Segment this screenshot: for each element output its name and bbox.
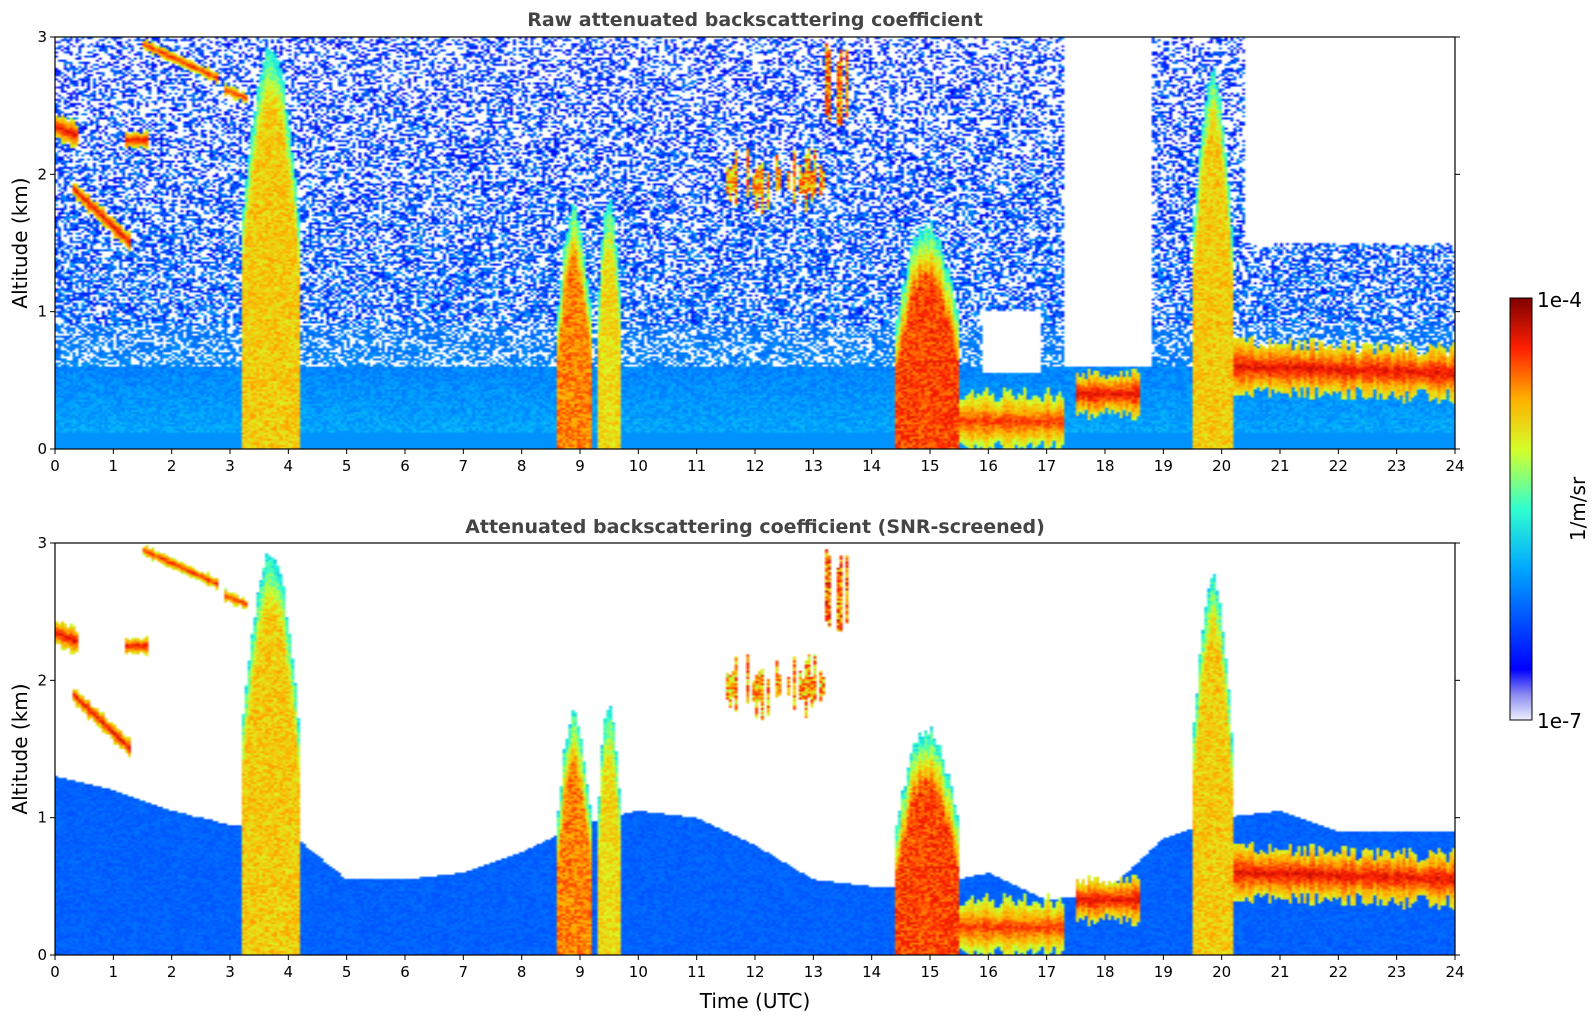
raw-x-tick-label: 9 <box>575 457 585 475</box>
screened-x-tick-label: 14 <box>862 963 881 981</box>
screened-x-tick-label: 21 <box>1270 963 1289 981</box>
raw-x-tick-label: 2 <box>167 457 177 475</box>
screened-y-tick-label: 3 <box>37 534 47 552</box>
colorbar-min-label: 1e-7 <box>1537 709 1582 733</box>
screened-x-tick-label: 18 <box>1095 963 1114 981</box>
screened-x-tick-label: 10 <box>629 963 648 981</box>
screened-x-tick-label: 13 <box>804 963 823 981</box>
screened-x-tick-label: 16 <box>979 963 998 981</box>
raw-x-tick-label: 19 <box>1154 457 1173 475</box>
screened-x-tick-label: 11 <box>687 963 706 981</box>
raw-x-tick-label: 10 <box>629 457 648 475</box>
raw-x-tick-label: 18 <box>1095 457 1114 475</box>
screened-x-tick-label: 6 <box>400 963 410 981</box>
screened-x-tick-label: 24 <box>1445 963 1464 981</box>
screened-x-tick-label: 9 <box>575 963 585 981</box>
screened-x-tick-label: 23 <box>1387 963 1406 981</box>
screened-y-ticks: 0 1 2 3 <box>37 534 1460 964</box>
screened-x-tick-label: 12 <box>745 963 764 981</box>
screened-y-tick-label: 2 <box>37 671 47 689</box>
screened-x-tick-label: 22 <box>1329 963 1348 981</box>
raw-y-tick-label: 1 <box>37 303 47 321</box>
raw-x-tick-label: 4 <box>284 457 294 475</box>
raw-y-tick-label: 3 <box>37 28 47 46</box>
screened-y-axis-label: Altitude (km) <box>8 683 32 814</box>
raw-x-tick-label: 6 <box>400 457 410 475</box>
raw-x-tick-label: 17 <box>1037 457 1056 475</box>
screened-x-tick-label: 2 <box>167 963 177 981</box>
screened-y-tick-label: 0 <box>37 946 47 964</box>
screened-x-tick-label: 3 <box>225 963 235 981</box>
screened-panel-title: Attenuated backscattering coefficient (S… <box>465 516 1045 538</box>
raw-x-tick-label: 7 <box>459 457 469 475</box>
raw-x-tick-label: 5 <box>342 457 352 475</box>
raw-x-tick-label: 3 <box>225 457 235 475</box>
raw-y-ticks: 0 1 2 3 <box>37 28 1460 458</box>
raw-panel-title: Raw attenuated backscattering coefficien… <box>527 9 983 31</box>
raw-x-tick-label: 11 <box>687 457 706 475</box>
raw-x-tick-label: 24 <box>1445 457 1464 475</box>
screened-backscatter-heatmap <box>55 543 1455 955</box>
raw-x-tick-label: 20 <box>1212 457 1231 475</box>
colorbar-gradient <box>1509 297 1533 721</box>
screened-x-tick-label: 17 <box>1037 963 1056 981</box>
screened-backscatter-panel: Attenuated backscattering coefficient (S… <box>8 516 1465 1013</box>
raw-x-tick-label: 0 <box>50 457 60 475</box>
colorbar-max-label: 1e-4 <box>1537 288 1582 312</box>
screened-y-tick-label: 1 <box>37 809 47 827</box>
raw-x-tick-label: 8 <box>517 457 527 475</box>
x-axis-label: Time (UTC) <box>699 989 811 1013</box>
raw-y-axis-label: Altitude (km) <box>8 177 32 308</box>
raw-backscatter-heatmap <box>55 37 1455 449</box>
raw-x-tick-label: 13 <box>804 457 823 475</box>
screened-x-tick-label: 15 <box>920 963 939 981</box>
screened-x-tick-label: 7 <box>459 963 469 981</box>
screened-x-ticks: 0 1 2 3 4 5 6 7 8 9 10 11 12 13 14 15 16 17 18 19 20 21 22 23 24 <box>50 955 1465 981</box>
raw-x-tick-label: 15 <box>920 457 939 475</box>
raw-y-tick-label: 2 <box>37 165 47 183</box>
raw-backscatter-panel: Raw attenuated backscattering coefficien… <box>8 9 1465 475</box>
colorbar: 1e-4 1e-7 1/m/sr <box>1509 288 1590 733</box>
screened-x-tick-label: 20 <box>1212 963 1231 981</box>
raw-y-tick-label: 0 <box>37 440 47 458</box>
screened-x-tick-label: 0 <box>50 963 60 981</box>
screened-x-tick-label: 8 <box>517 963 527 981</box>
colorbar-unit-label: 1/m/sr <box>1566 476 1590 541</box>
raw-x-tick-label: 21 <box>1270 457 1289 475</box>
screened-x-tick-label: 5 <box>342 963 352 981</box>
screened-x-tick-label: 1 <box>109 963 119 981</box>
raw-x-ticks: 0 1 2 3 4 5 6 7 8 9 10 11 12 13 14 15 16 17 18 19 20 21 22 23 24 <box>50 449 1465 475</box>
raw-x-tick-label: 16 <box>979 457 998 475</box>
raw-x-tick-label: 12 <box>745 457 764 475</box>
raw-x-tick-label: 23 <box>1387 457 1406 475</box>
raw-x-tick-label: 1 <box>109 457 119 475</box>
raw-x-tick-label: 14 <box>862 457 881 475</box>
screened-x-tick-label: 19 <box>1154 963 1173 981</box>
screened-x-tick-label: 4 <box>284 963 294 981</box>
raw-x-tick-label: 22 <box>1329 457 1348 475</box>
